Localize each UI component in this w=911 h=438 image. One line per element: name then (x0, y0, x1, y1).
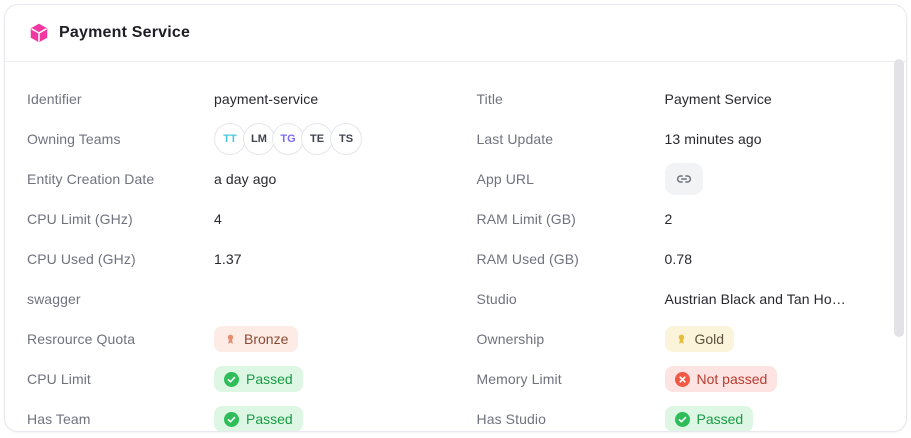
field-row-has-team-check: Has Team Passed (27, 399, 456, 431)
field-row-cpu-limit-check: CPU Limit Passed (27, 359, 456, 399)
field-row-last-update: Last Update 13 minutes ago (477, 119, 907, 159)
field-value: 1.37 (214, 251, 242, 267)
field-label: Title (476, 91, 503, 107)
team-avatar[interactable]: TS (330, 123, 362, 155)
status-badge-passed: Passed (214, 406, 303, 431)
link-icon (676, 175, 691, 183)
field-row-resource-quota: Resrource Quota Bronze (27, 319, 456, 359)
status-badge-not-passed: Not passed (664, 366, 778, 392)
field-label: RAM Limit (GB) (476, 211, 576, 227)
team-avatar-group: TT LM TG TE TS (214, 123, 362, 155)
page-title: Payment Service (59, 24, 191, 41)
field-row-has-studio-check: Has Studio Passed (476, 399, 907, 431)
entity-details: Identifier payment-service Owning Teams … (5, 62, 907, 431)
field-row-app-url: App URL (477, 159, 907, 199)
field-label: Entity Creation Date (27, 171, 155, 187)
field-value: 4 (214, 211, 222, 227)
badge-label: Gold (694, 331, 725, 347)
field-label: Last Update (476, 131, 554, 147)
field-value: 0.78 (664, 251, 693, 267)
app-url-link-button[interactable] (664, 163, 703, 195)
field-value: a day ago (214, 171, 277, 187)
field-row-ram-limit-gb: RAM Limit (GB) 2 (477, 199, 907, 239)
details-column-right: Title Payment Service Last Update 13 min… (456, 79, 907, 431)
field-row-swagger: swagger (27, 279, 456, 319)
medal-icon (227, 334, 234, 344)
field-label: Ownership (476, 331, 545, 347)
field-row-studio: Studio Austrian Black and Tan Ho… (477, 279, 907, 319)
field-value: payment-service (214, 91, 319, 107)
field-label: CPU Limit (GHz) (27, 211, 133, 227)
team-avatar[interactable]: TE (301, 123, 333, 155)
team-avatar[interactable]: TG (272, 123, 304, 155)
field-label: CPU Used (GHz) (27, 251, 136, 267)
team-avatar[interactable]: TT (214, 123, 246, 155)
field-label: Owning Teams (27, 131, 121, 147)
check-circle-icon (224, 411, 239, 427)
check-circle-icon (674, 411, 690, 427)
field-value: 13 minutes ago (664, 131, 762, 147)
badge-label: Passed (696, 411, 744, 427)
details-column-left: Identifier payment-service Owning Teams … (5, 79, 456, 431)
field-row-ram-used-gb: RAM Used (GB) 0.78 (477, 239, 907, 279)
badge-label: Not passed (696, 371, 768, 387)
field-row-ownership: Ownership Gold (477, 319, 907, 359)
field-label: Has Studio (476, 411, 546, 427)
field-value: Payment Service (664, 91, 772, 107)
status-badge-passed: Passed (214, 366, 303, 392)
payment-service-card: Payment Service Identifier payment-servi… (4, 4, 907, 432)
field-row-entity-creation-date: Entity Creation Date a day ago (27, 159, 456, 199)
x-circle-icon (674, 371, 690, 387)
badge-label: Bronze (244, 331, 289, 347)
field-label: Resrource Quota (27, 331, 136, 347)
vertical-scrollbar-thumb[interactable] (894, 59, 904, 337)
field-label: Has Team (27, 411, 91, 427)
card-header: Payment Service (5, 5, 906, 62)
field-row-memory-limit-check: Memory Limit Not passed (477, 359, 907, 399)
field-label: CPU Limit (27, 371, 91, 387)
field-label: App URL (476, 171, 535, 187)
status-badge-passed: Passed (664, 406, 754, 431)
status-badge-bronze: Bronze (214, 326, 299, 352)
team-avatar[interactable]: LM (243, 123, 275, 155)
field-label: swagger (27, 291, 81, 307)
field-label: Memory Limit (476, 371, 562, 387)
badge-label: Passed (246, 371, 293, 387)
field-label: Identifier (27, 91, 82, 107)
field-value: 2 (664, 211, 673, 227)
field-row-cpu-limit-ghz: CPU Limit (GHz) 4 (27, 199, 456, 239)
field-label: Studio (476, 291, 517, 307)
medal-icon (678, 334, 684, 344)
check-circle-icon (224, 371, 239, 387)
field-row-identifier: Identifier payment-service (27, 79, 456, 119)
cube-icon (30, 23, 48, 43)
field-row-cpu-used-ghz: CPU Used (GHz) 1.37 (27, 239, 456, 279)
status-badge-gold: Gold (664, 326, 735, 352)
field-value: Austrian Black and Tan Ho… (664, 291, 846, 307)
field-row-owning-teams: Owning Teams TT LM TG TE TS (27, 119, 456, 159)
field-label: RAM Used (GB) (476, 251, 579, 267)
badge-label: Passed (246, 411, 293, 427)
field-row-title: Title Payment Service (477, 79, 907, 119)
